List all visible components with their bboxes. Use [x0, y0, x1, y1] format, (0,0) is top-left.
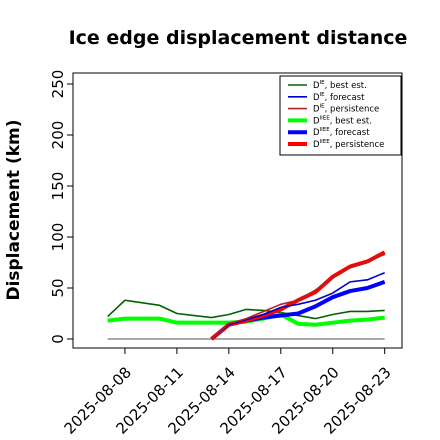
chart-title: Ice edge displacement distance	[69, 27, 408, 49]
legend-entry: DIE, best est.	[313, 80, 367, 91]
y-tick-label: 150	[49, 172, 67, 201]
legend-entry: DIE, forecast	[313, 92, 365, 103]
series-line-1	[211, 271, 385, 340]
y-tick-label: 50	[49, 278, 67, 297]
series-line-2	[210, 253, 385, 340]
legend-entry: DIIEE, persistence	[313, 139, 384, 150]
y-tick-label: 0	[49, 334, 67, 344]
series-layer	[107, 250, 386, 341]
series-line-0	[107, 299, 385, 320]
legend-entry: DIIEE, forecast	[313, 127, 370, 138]
legend-box	[279, 75, 402, 156]
legend-entry: DIE, persistence	[313, 104, 379, 115]
y-tick-label: 250	[49, 70, 67, 99]
plot-frame	[72, 72, 403, 349]
series-line-4	[210, 279, 386, 341]
legend-entry: DIIEE, best est.	[313, 115, 372, 126]
y-tick-label: 100	[49, 223, 67, 252]
y-tick-label: 200	[49, 121, 67, 150]
y-axis-label: Displacement (km)	[4, 119, 24, 300]
